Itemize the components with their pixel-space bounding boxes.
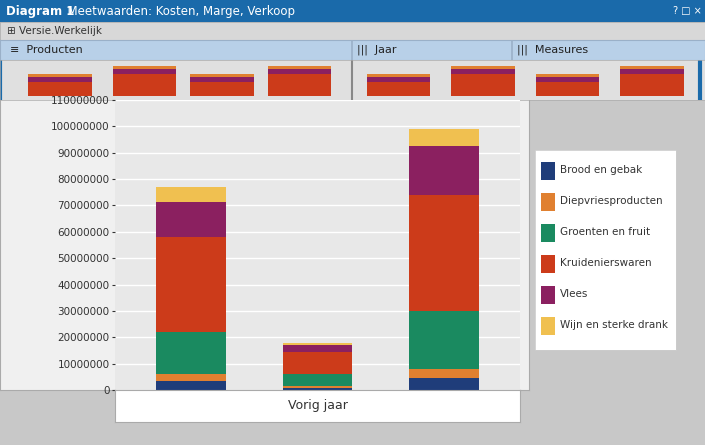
Bar — [283, 343, 352, 345]
Bar — [451, 69, 515, 74]
Bar — [283, 345, 352, 352]
Text: Vorig jaar: Vorig jaar — [288, 400, 348, 413]
Bar — [268, 69, 331, 74]
Bar — [541, 286, 555, 304]
Bar — [541, 255, 555, 273]
Text: ? □ ×: ? □ × — [673, 6, 702, 16]
Bar — [410, 378, 479, 390]
Bar — [190, 82, 254, 96]
Bar — [620, 74, 684, 96]
Bar — [541, 224, 555, 242]
Bar — [536, 77, 599, 82]
Bar — [367, 74, 430, 77]
Bar — [156, 332, 226, 374]
Bar — [620, 66, 684, 69]
Bar — [536, 74, 599, 77]
Bar — [113, 69, 176, 74]
Text: Diagram 1: Diagram 1 — [6, 4, 74, 17]
Bar — [541, 162, 555, 180]
Bar — [28, 82, 92, 96]
Bar — [156, 187, 226, 202]
Bar — [451, 66, 515, 69]
Text: Vlees: Vlees — [560, 289, 589, 299]
Bar — [410, 129, 479, 146]
Bar — [410, 195, 479, 311]
Bar — [536, 82, 599, 96]
Bar — [283, 386, 352, 388]
Bar — [156, 237, 226, 332]
Bar — [156, 202, 226, 237]
Text: Brood en gebak: Brood en gebak — [560, 165, 643, 175]
Text: |||  Jaar: ||| Jaar — [357, 45, 396, 55]
Bar — [268, 74, 331, 96]
Bar — [541, 193, 555, 211]
Bar — [410, 369, 479, 378]
Bar — [156, 374, 226, 381]
Bar — [283, 374, 352, 386]
Text: Meetwaarden: Kosten, Marge, Verkoop: Meetwaarden: Kosten, Marge, Verkoop — [60, 4, 295, 17]
Bar — [268, 66, 331, 69]
Text: ≡  Producten: ≡ Producten — [10, 45, 82, 55]
Text: Diepvriesproducten: Diepvriesproducten — [560, 196, 663, 206]
Bar — [410, 311, 479, 369]
Bar — [113, 74, 176, 96]
Bar — [541, 317, 555, 335]
Text: Groenten en fruit: Groenten en fruit — [560, 227, 651, 237]
Bar — [367, 77, 430, 82]
Bar — [283, 352, 352, 374]
Bar — [28, 74, 92, 77]
Text: |||  Measures: ||| Measures — [517, 45, 588, 55]
Bar — [156, 381, 226, 390]
Bar — [28, 77, 92, 82]
Bar — [451, 74, 515, 96]
Text: Wijn en sterke drank: Wijn en sterke drank — [560, 320, 668, 330]
Text: ⊞ Versie.Werkelijk: ⊞ Versie.Werkelijk — [7, 26, 102, 36]
Text: Kruidenierswaren: Kruidenierswaren — [560, 258, 652, 268]
Bar — [113, 66, 176, 69]
Bar — [190, 77, 254, 82]
Bar — [283, 388, 352, 390]
Bar — [190, 74, 254, 77]
Bar — [410, 146, 479, 195]
Bar — [367, 82, 430, 96]
Bar — [620, 69, 684, 74]
